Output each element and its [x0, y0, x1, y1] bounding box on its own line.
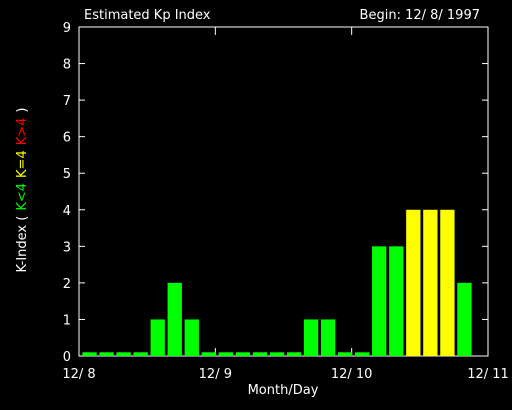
x-tick-label: 12/ 10 [331, 367, 373, 382]
bar [440, 209, 455, 356]
bar [99, 352, 114, 356]
y-label-part: ) [15, 107, 30, 112]
bar [269, 352, 285, 356]
y-label-part: K-Index ( [15, 216, 30, 273]
bar [133, 352, 148, 356]
bar [150, 319, 165, 356]
bar [167, 282, 182, 356]
y-tick-label: 4 [63, 204, 71, 219]
bar [252, 352, 268, 356]
chart-title: Estimated Kp Index [84, 8, 211, 23]
bar [406, 209, 421, 356]
y-label-part: K=4 [15, 150, 30, 178]
bar [116, 352, 131, 356]
y-tick-label: 9 [63, 21, 71, 36]
bar [389, 246, 404, 356]
x-axis-label: Month/Day [248, 383, 319, 398]
y-tick-label: 0 [63, 350, 71, 365]
bar [423, 209, 438, 356]
bar [303, 319, 319, 356]
bar [235, 352, 251, 356]
bar [201, 352, 216, 356]
bar [184, 319, 199, 356]
bar [82, 352, 97, 356]
x-tick-label: 12/ 11 [467, 367, 509, 382]
y-tick-label: 6 [63, 131, 71, 146]
y-tick-label: 7 [63, 94, 71, 109]
bar [355, 352, 370, 356]
bar [337, 352, 353, 356]
y-label-part: K>4 [15, 118, 30, 146]
y-axis-label: K-Index ( K<4 K=4 K>4) [15, 107, 30, 272]
y-label-part: K<4 [15, 183, 30, 211]
bar [320, 319, 336, 356]
y-tick-label: 2 [63, 277, 71, 292]
chart-subtitle: Begin: 12/ 8/ 1997 [360, 8, 480, 23]
bar [372, 246, 387, 356]
y-tick-label: 1 [63, 313, 71, 328]
bar [218, 352, 234, 356]
bar [457, 282, 472, 356]
x-tick-label: 12/ 8 [62, 367, 95, 382]
bar [286, 352, 302, 356]
y-tick-label: 5 [63, 167, 71, 182]
y-tick-label: 8 [63, 58, 71, 73]
y-tick-label: 3 [63, 240, 71, 255]
x-tick-label: 12/ 9 [199, 367, 232, 382]
